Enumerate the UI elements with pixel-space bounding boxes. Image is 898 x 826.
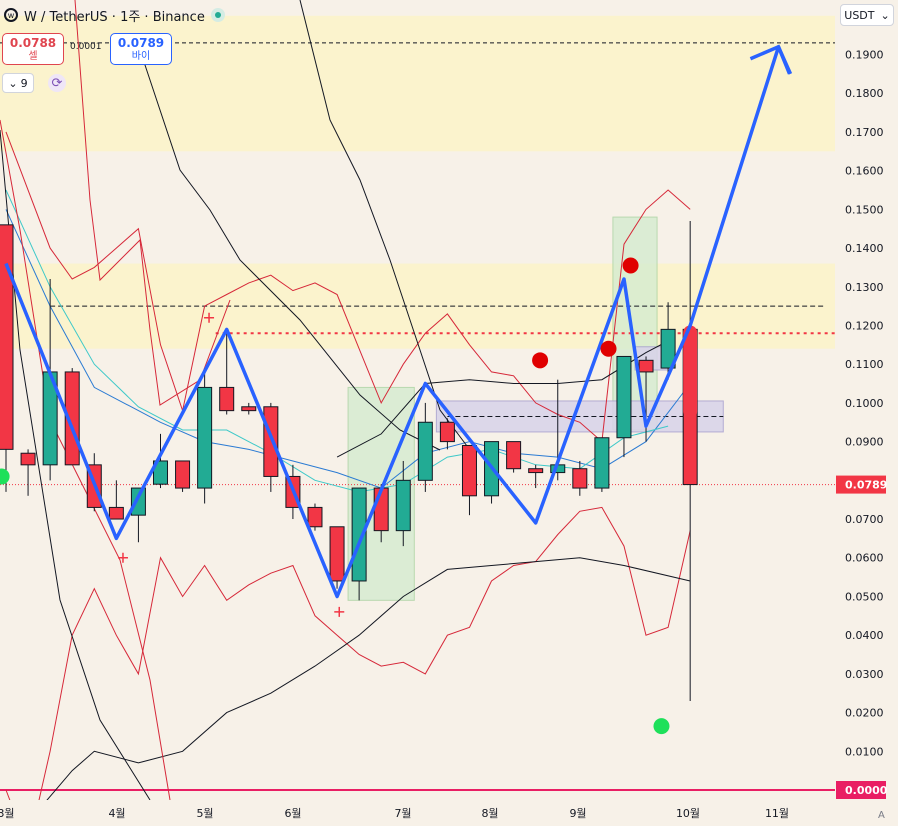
candle-body (0, 224, 14, 450)
symbol-title[interactable]: W / TetherUS · 1주 · Binance (24, 9, 205, 25)
price-tick-label: 0.0300 (845, 668, 884, 681)
price-tick-label: 0.0900 (845, 436, 884, 449)
current-price-tag (836, 475, 886, 494)
plus-marker (117, 552, 128, 563)
long-trend-line (139, 49, 441, 451)
candle-body (152, 460, 168, 485)
candle-body (660, 328, 676, 369)
price-tick-label: 0.1700 (845, 126, 884, 139)
long-trend-line (299, 0, 471, 451)
time-axis (0, 800, 835, 826)
candle-body (506, 441, 522, 470)
time-tick-label: 8월 (481, 807, 498, 820)
plus-marker (204, 312, 215, 323)
candle-body (241, 406, 257, 412)
projection-arrow (749, 44, 793, 75)
candle-body (307, 506, 323, 528)
zigzag-line (4, 45, 792, 599)
buy-signal-dot (0, 468, 10, 485)
candle-body (197, 386, 213, 489)
currency-value: USDT (844, 8, 875, 22)
volatility-pill (683, 325, 698, 419)
price-tick-label: 0.1100 (845, 358, 884, 371)
sell-label: 셀 (28, 51, 38, 62)
candle-body (351, 487, 367, 582)
time-tick-label: 9월 (569, 807, 586, 820)
sell-button[interactable]: 0.0788 셀 (2, 33, 64, 65)
w-logo-icon: w (4, 8, 18, 22)
candle-body (528, 468, 544, 474)
buy-label: 바이 (131, 51, 151, 62)
chevron-down-icon: ⌄ (880, 8, 890, 22)
candle-body (417, 421, 433, 481)
price-tick-label: 0.1800 (845, 87, 884, 100)
price-axis (835, 0, 898, 826)
donchian-low-line (24, 557, 691, 826)
candle-body (395, 479, 411, 532)
long-band-line (74, 0, 231, 406)
lower-band-line (5, 506, 691, 826)
auto-scale-button[interactable]: A (878, 810, 885, 821)
candle-body (175, 460, 191, 489)
price-tick-label: 0.1000 (845, 397, 884, 410)
price-tick-label: 0.0700 (845, 513, 884, 526)
price-tick-label: 0.0400 (845, 629, 884, 642)
candle-body (572, 468, 588, 489)
long-band-line (0, 119, 171, 801)
chevron-down-icon: ⌄ (8, 76, 18, 90)
buy-button[interactable]: 0.0789 바이 (110, 33, 172, 65)
candle-body (263, 406, 279, 477)
time-tick-label: 6월 (284, 807, 301, 820)
price-tick-label: 0.1600 (845, 165, 884, 178)
candle-body (130, 487, 146, 516)
current-price-label: 0.0789 (845, 479, 887, 492)
indicators-toggle-button[interactable]: ⌄ 9 (2, 73, 34, 93)
time-tick-label: 7월 (394, 807, 411, 820)
candle-body (108, 506, 124, 520)
price-tick-label: 0.1200 (845, 319, 884, 332)
upper-band-line (5, 131, 691, 443)
time-tick-label: 11월 (765, 807, 789, 820)
sell-price: 0.0788 (9, 36, 57, 50)
market-status-dot-icon[interactable] (210, 8, 225, 22)
price-tick-label: 0.1500 (845, 203, 884, 216)
time-tick-label: 4월 (108, 807, 125, 820)
sell-signal-dot (532, 352, 549, 369)
refresh-icon[interactable]: ⟳ (48, 74, 66, 92)
candle-body (20, 452, 36, 466)
sell-signal-dot (622, 257, 639, 274)
time-tick-label: 3월 (0, 807, 15, 820)
price-tick-label: 0.1900 (845, 49, 884, 62)
price-tick-label: 0.1300 (845, 281, 884, 294)
candle-body (594, 437, 610, 489)
candle-body (616, 355, 632, 439)
price-tick-label: 0.0600 (845, 552, 884, 565)
ma-fast-line (5, 209, 691, 489)
candle-body (329, 526, 345, 582)
buy-signal-dot (653, 718, 670, 735)
candle-body (219, 386, 235, 412)
currency-selector[interactable]: USDT ⌄ (840, 4, 894, 26)
price-tick-label: 0.1400 (845, 242, 884, 255)
price-tick-label: 0.0100 (845, 745, 884, 758)
symbol-header: w W / TetherUS · 1주 · Binance (0, 0, 225, 30)
zero-price-label: 0.0000 (845, 784, 888, 797)
plus-marker (334, 606, 345, 617)
indicator-count: 9 (20, 76, 28, 90)
price-tick-label: 0.0200 (845, 707, 884, 720)
candle-body (638, 359, 654, 373)
time-tick-label: 5월 (196, 807, 213, 820)
spread-value: 0.0001 (70, 42, 102, 52)
candle-body (439, 421, 455, 443)
zero-price-tag (836, 781, 886, 799)
sell-signal-dot (600, 340, 617, 357)
price-tick-label: 0.0500 (845, 590, 884, 603)
buy-price: 0.0789 (117, 36, 165, 50)
time-tick-label: 10월 (676, 807, 700, 820)
candle-body (461, 444, 477, 497)
